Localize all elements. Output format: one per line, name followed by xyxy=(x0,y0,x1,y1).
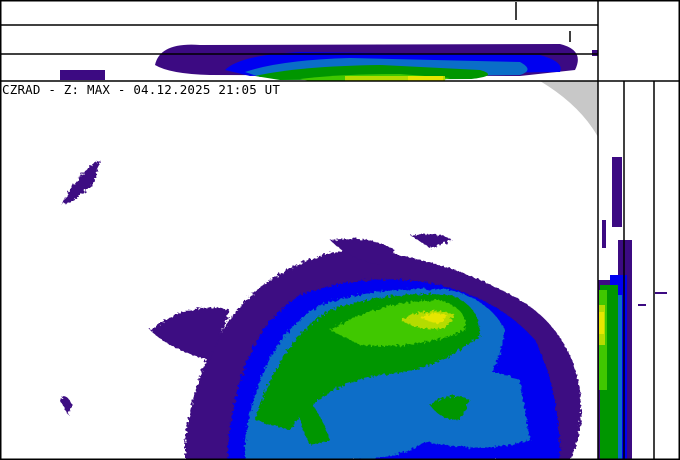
plan-view-echoes xyxy=(60,160,582,460)
side-projection-echoes xyxy=(598,157,667,460)
product-title: CZRAD - Z: MAX - 04.12.2025 21:05 UT xyxy=(2,82,281,97)
no-coverage-area xyxy=(540,81,598,137)
top-projection-echoes xyxy=(60,44,598,81)
